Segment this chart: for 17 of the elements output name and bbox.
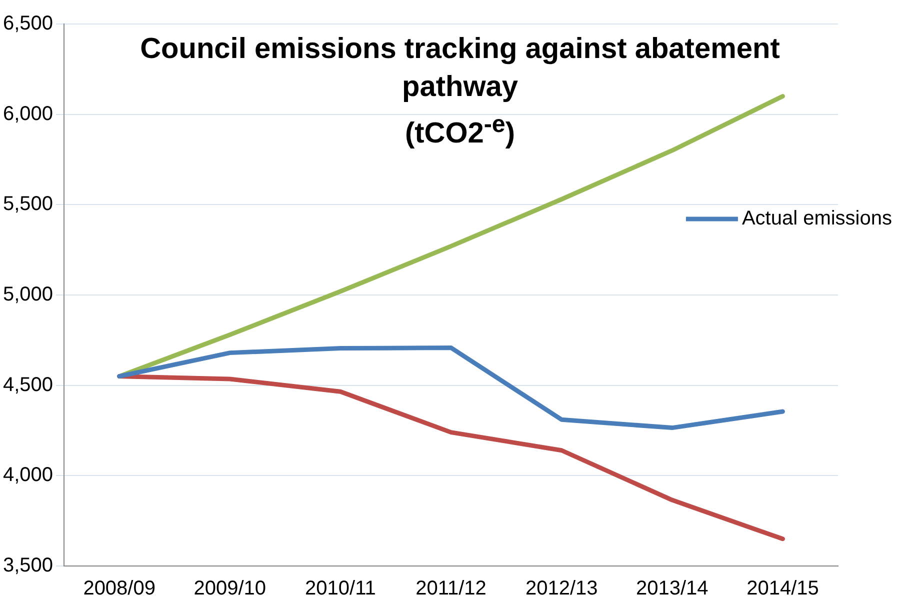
y-tick-label: 5,500 xyxy=(2,193,54,216)
y-tick-label: 4,500 xyxy=(2,374,54,396)
y-tick-label: 3,500 xyxy=(2,554,54,577)
x-tick-label: 2014/15 xyxy=(746,578,819,600)
x-tick-label: 2009/10 xyxy=(194,578,266,600)
x-tick-label: 2008/09 xyxy=(83,578,156,600)
y-tick-label: 4,000 xyxy=(2,464,54,486)
y-tick-label: 6,000 xyxy=(2,102,54,125)
x-tick-label: 2011/12 xyxy=(416,578,486,600)
text: (tCO2$^{-e}$) xyxy=(404,110,516,152)
legend-label: Actual emissions xyxy=(742,208,892,230)
y-tick-label: 5,000 xyxy=(2,284,54,306)
x-tick-label: 2012/13 xyxy=(525,578,598,600)
x-tick-label: 2013/14 xyxy=(636,578,708,600)
y-tick-label: 6,500 xyxy=(2,12,54,35)
text: Council emissions tracking against abatement pathway xyxy=(139,32,781,105)
x-tick-label: 2010/11 xyxy=(305,578,376,600)
